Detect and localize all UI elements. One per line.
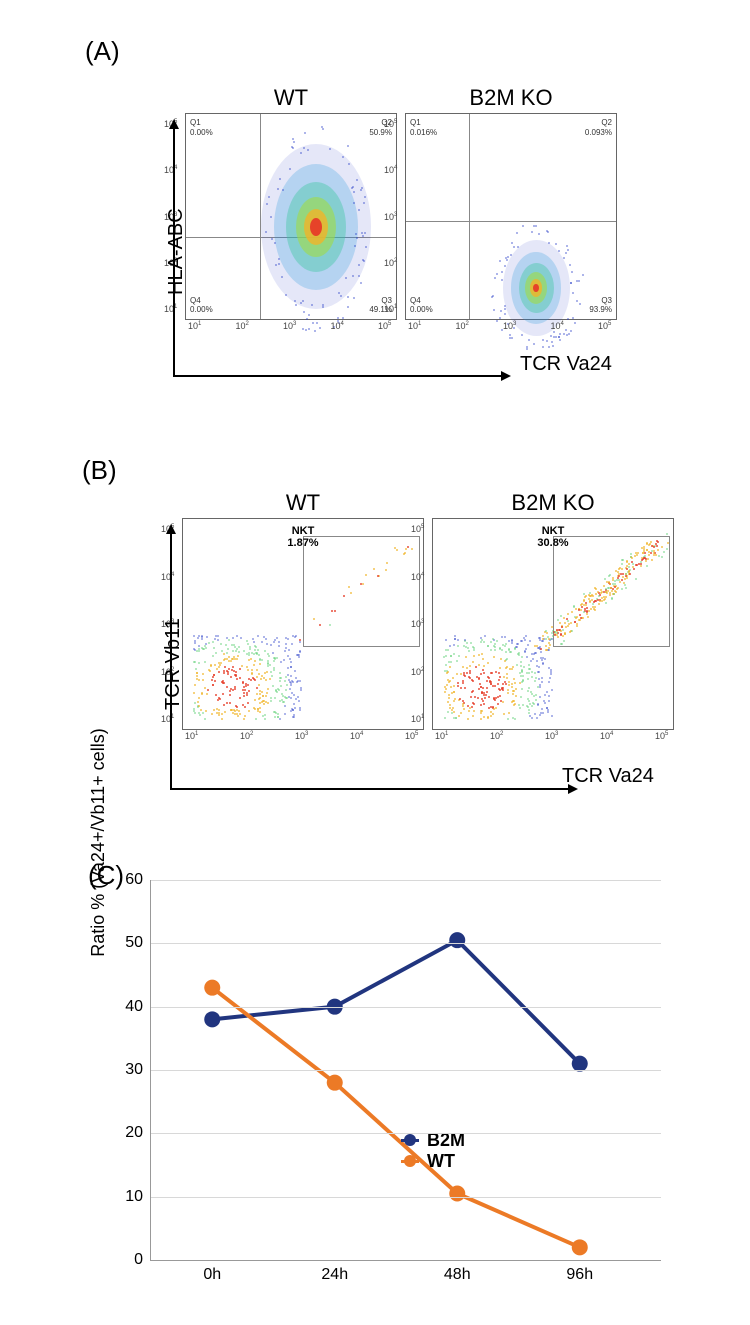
panel-a-x-axis: TCR Va24 <box>520 353 612 376</box>
axis-arrow-y-icon <box>173 127 175 377</box>
panel-a-label: (A) <box>85 36 120 67</box>
facs-plot-a-wt: Q10.00% Q250.9% Q40.00% Q349.1% 10110110… <box>185 113 397 320</box>
panel-c-chart: B2MWT 01020304050600h24h48h96h Ratio % (… <box>150 880 690 1261</box>
panel-b-label: (B) <box>82 455 117 486</box>
facs-plot-a-ko: Q10.016% Q20.093% Q40.00% Q393.9% 101101… <box>405 113 617 320</box>
panel-a-ko-title: B2M KO <box>405 85 617 111</box>
facs-plot-b-wt: NKT1.87% 101101102102103103104104105105 <box>182 518 424 730</box>
panel-a-y-axis: HLA-ABC <box>165 208 188 295</box>
panel-b-wt-title: WT <box>182 490 424 516</box>
panel-b-y-axis: TCR Vb11 <box>162 618 185 710</box>
axis-arrow-y-icon <box>170 532 172 790</box>
panel-b-ko-title: B2M KO <box>432 490 674 516</box>
chart-legend: B2MWT <box>401 1130 465 1172</box>
panel-a: WT Q10.00% Q250.9% Q40.00% Q349.1% 10110… <box>135 85 675 320</box>
axis-arrow-x-icon <box>173 375 503 377</box>
panel-b: WT NKT1.87% 1011011021021031031041041051… <box>132 490 692 730</box>
panel-a-wt-title: WT <box>185 85 397 111</box>
chart-y-axis-label: Ratio % (Va24+/Vb11+ cells) <box>88 728 109 956</box>
axis-arrow-x-icon <box>170 788 570 790</box>
facs-plot-b-ko: NKT30.8% 101101102102103103104104105105 <box>432 518 674 730</box>
